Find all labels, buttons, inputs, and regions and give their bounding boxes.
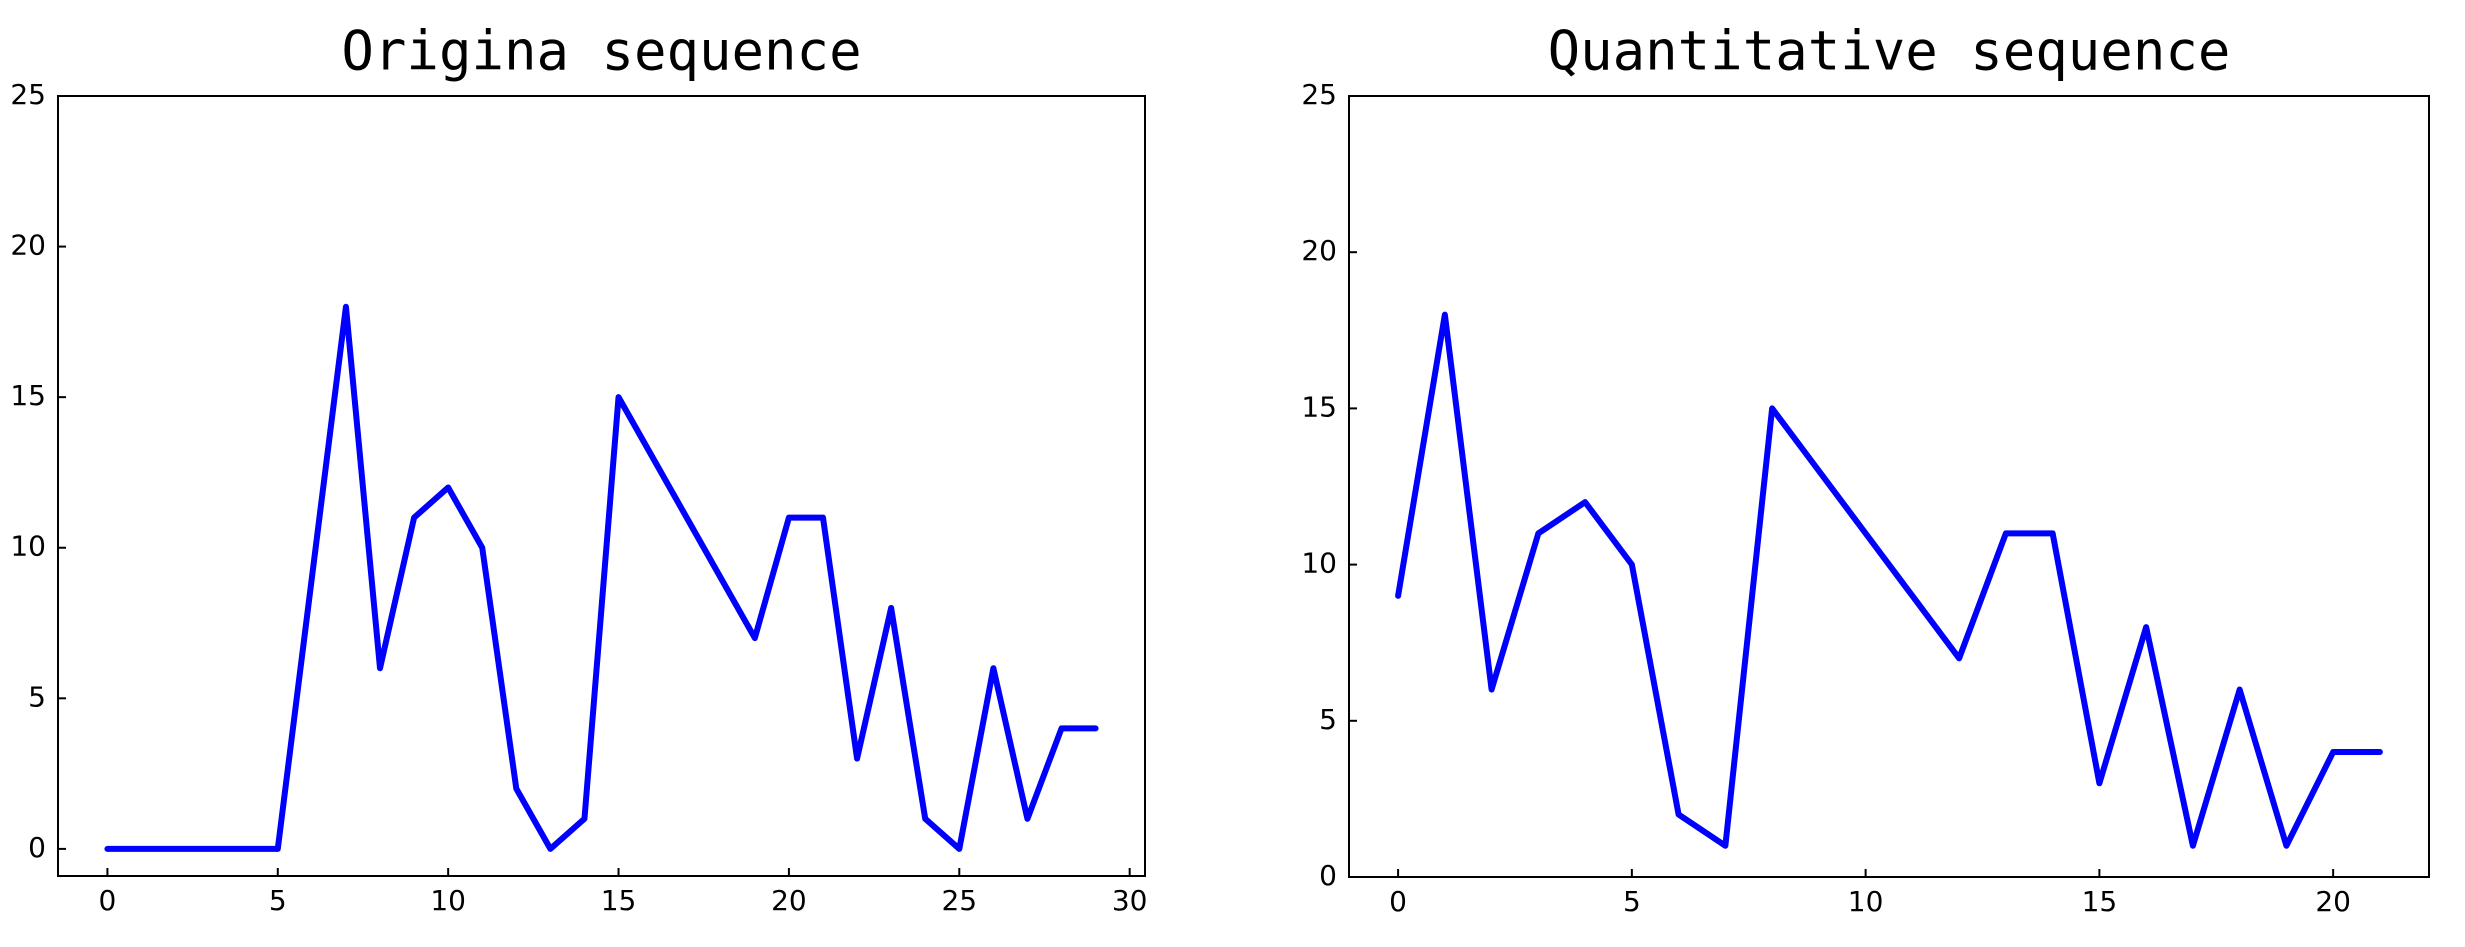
plot-frame: [1348, 95, 2430, 878]
y-tick-label: 15: [1301, 390, 1337, 423]
y-tick-label: 0: [28, 831, 46, 864]
plot-frame: [57, 95, 1146, 877]
y-tick-label: 10: [10, 530, 46, 563]
data-line: [104, 303, 1099, 852]
x-tick-label: 10: [1848, 885, 1884, 918]
y-tick-label: 20: [10, 229, 46, 262]
chart-title: Origina sequence: [341, 20, 861, 83]
x-tick-label: 20: [2315, 885, 2351, 918]
x-tick-label: 0: [98, 884, 116, 917]
x-tick-label: 10: [430, 884, 466, 917]
y-tick-label: 20: [1301, 234, 1337, 267]
x-tick-label: 0: [1389, 885, 1407, 918]
y-tick-label: 25: [1301, 78, 1337, 111]
x-tick-label: 20: [771, 884, 807, 917]
x-tick-label: 5: [269, 884, 287, 917]
x-tick-label: 30: [1112, 884, 1148, 917]
y-tick-label: 5: [28, 680, 46, 713]
y-tick-label: 5: [1319, 703, 1337, 736]
y-tick-label: 25: [10, 78, 46, 111]
y-tick-label: 10: [1301, 547, 1337, 580]
chart-title: Quantitative sequence: [1548, 20, 2231, 83]
x-tick-label: 25: [941, 884, 977, 917]
x-tick-label: 5: [1623, 885, 1641, 918]
x-tick-label: 15: [2082, 885, 2118, 918]
data-line: [1395, 311, 2383, 849]
y-tick-label: 0: [1319, 859, 1337, 892]
y-tick-label: 15: [10, 379, 46, 412]
x-tick-label: 15: [601, 884, 637, 917]
